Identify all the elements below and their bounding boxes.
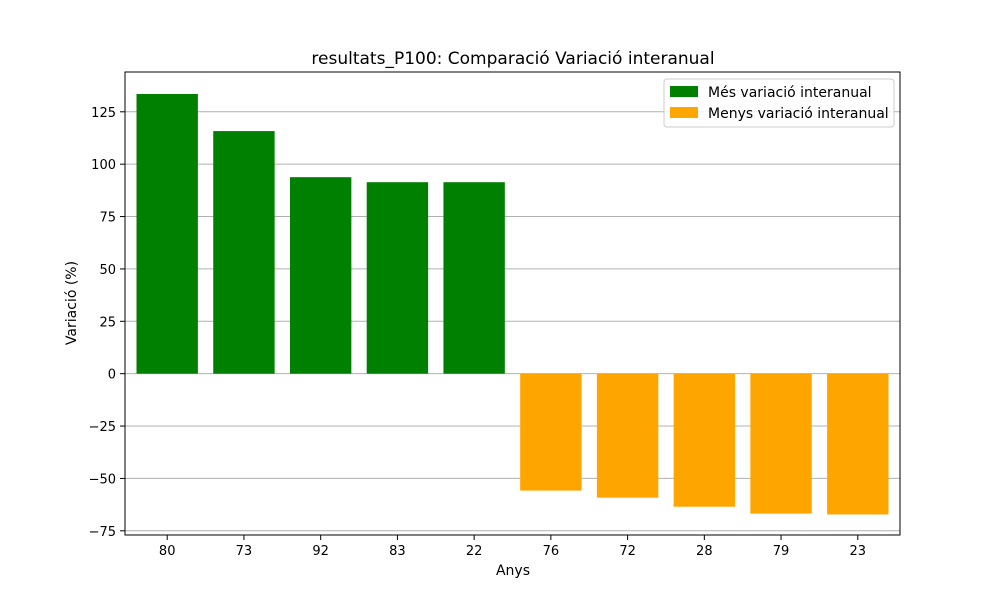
x-tick-label: 28 bbox=[696, 544, 713, 559]
x-tick-label: 22 bbox=[466, 544, 483, 559]
bar-73 bbox=[213, 131, 275, 374]
bar-23 bbox=[827, 373, 889, 515]
y-tick-label: −25 bbox=[89, 420, 116, 435]
bar-76 bbox=[520, 373, 582, 491]
x-tick-label: 83 bbox=[389, 544, 406, 559]
x-tick-label: 79 bbox=[773, 544, 790, 559]
y-tick-label: 0 bbox=[108, 368, 116, 383]
y-tick-label: 100 bbox=[91, 158, 116, 173]
bar-79 bbox=[750, 373, 812, 514]
legend-swatch-low bbox=[670, 107, 698, 118]
bar-22 bbox=[443, 182, 505, 374]
y-axis-label: Variació (%) bbox=[64, 261, 80, 345]
x-tick-label: 23 bbox=[850, 544, 867, 559]
x-tick-label: 72 bbox=[619, 544, 636, 559]
x-tick-label: 73 bbox=[236, 544, 253, 559]
legend-box bbox=[663, 78, 895, 128]
bar-80 bbox=[136, 93, 198, 374]
bar-28 bbox=[673, 373, 736, 507]
legend-swatch-high bbox=[670, 86, 698, 97]
legend-label-high: Més variació interanual bbox=[708, 85, 872, 101]
legend: Més variació interanual Menys variació in… bbox=[663, 78, 895, 128]
x-tick-label: 76 bbox=[543, 544, 560, 559]
legend-label-low: Menys variació interanual bbox=[708, 106, 889, 122]
y-tick-label: −50 bbox=[89, 472, 116, 487]
y-tick-label: 125 bbox=[91, 106, 116, 121]
y-tick-label: −75 bbox=[89, 525, 116, 540]
x-axis: 80 73 92 83 22 76 72 28 79 23 bbox=[159, 535, 866, 559]
y-axis: −75 −50 −25 0 25 50 75 100 125 bbox=[89, 106, 125, 540]
y-tick-label: 75 bbox=[99, 211, 116, 226]
x-tick-label: 80 bbox=[159, 544, 176, 559]
y-tick-label: 50 bbox=[99, 263, 116, 278]
x-tick-label: 92 bbox=[312, 544, 329, 559]
bar-83 bbox=[366, 182, 429, 374]
plot-area-frame bbox=[124, 71, 901, 536]
x-axis-label: Anys bbox=[496, 563, 530, 579]
y-tick-label: 25 bbox=[99, 315, 116, 330]
bar-72 bbox=[596, 373, 659, 498]
bars bbox=[136, 93, 889, 515]
chart-title: resultats_P100: Comparació Variació inte… bbox=[311, 49, 714, 69]
bar-92 bbox=[289, 177, 352, 374]
